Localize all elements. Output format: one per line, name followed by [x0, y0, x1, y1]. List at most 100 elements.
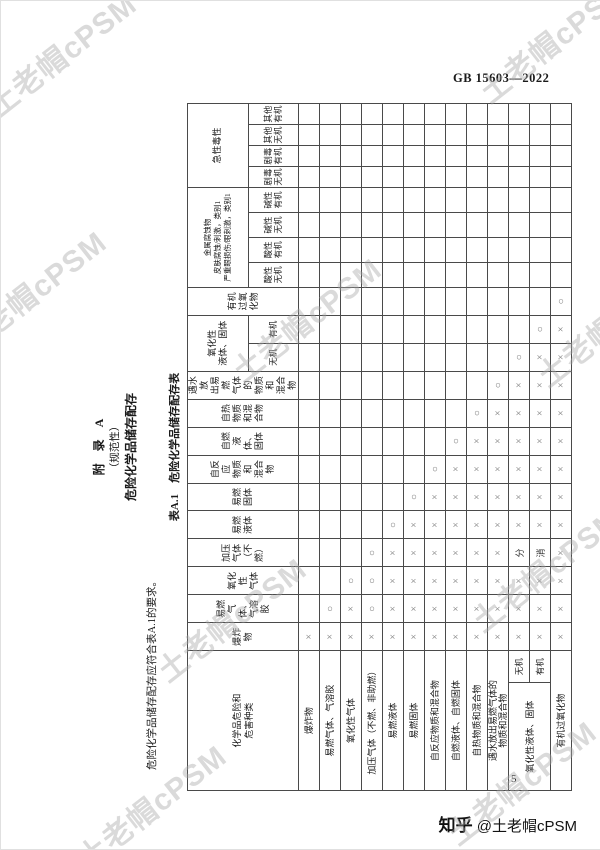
matrix-cell: [403, 371, 425, 400]
matrix-cell: [298, 237, 320, 263]
matrix-cell: [340, 483, 362, 511]
matrix-cell: ×: [508, 566, 530, 595]
table-row: 易燃液体 × × × × ○: [382, 103, 404, 791]
matrix-cell: [382, 287, 404, 316]
matrix-cell: [445, 145, 467, 167]
matrix-cell: [445, 187, 467, 213]
matrix-cell: ○: [361, 538, 383, 567]
matrix-cell: [340, 343, 362, 372]
rotated-content: 附 录 A （规范性） 危险化学品储存配存 危险化学品储存配存应符合表A.1的要…: [89, 57, 572, 799]
matrix-cell: ○: [529, 315, 551, 344]
sub-column-header: 有机: [248, 315, 299, 344]
matrix-cell: [361, 455, 383, 484]
credit-handle: @土老帽cPSM: [476, 818, 577, 835]
row-label: 易燃固体: [403, 650, 425, 791]
row-sub-label: 有机: [529, 650, 551, 683]
matrix-cell: ×: [466, 510, 488, 539]
matrix-cell: [298, 343, 320, 372]
matrix-cell: [382, 315, 404, 344]
matrix-cell: [403, 315, 425, 344]
matrix-cell: [319, 315, 341, 344]
matrix-cell: [424, 124, 446, 146]
matrix-cell: [529, 212, 551, 238]
matrix-cell: ×: [550, 594, 572, 623]
matrix-cell: [487, 315, 509, 344]
sub-column-header: 无机: [248, 343, 299, 372]
matrix-cell: [319, 566, 341, 595]
matrix-cell: ×: [487, 538, 509, 567]
matrix-cell: ×: [550, 315, 572, 344]
matrix-cell: [298, 538, 320, 567]
column-group-header: 急性毒性: [187, 103, 249, 188]
matrix-cell: [382, 427, 404, 456]
matrix-cell: ×: [466, 538, 488, 567]
matrix-cell: [361, 371, 383, 400]
matrix-cell: [340, 287, 362, 316]
row-label: 氧化性气体: [340, 650, 362, 791]
matrix-cell: 分: [508, 538, 530, 567]
matrix-cell: [487, 262, 509, 288]
table-row: 易燃气体、气溶胶 × ○: [319, 103, 341, 791]
matrix-cell: [340, 103, 362, 125]
matrix-cell: ×: [529, 399, 551, 428]
matrix-cell: ×: [424, 483, 446, 511]
matrix-cell: [424, 103, 446, 125]
matrix-cell: [403, 145, 425, 167]
matrix-cell: [319, 103, 341, 125]
matrix-cell: [382, 187, 404, 213]
credit-brand: 知乎: [438, 816, 473, 835]
matrix-cell: [487, 287, 509, 316]
matrix-cell: [319, 145, 341, 167]
matrix-cell: ×: [550, 343, 572, 372]
matrix-cell: [340, 455, 362, 484]
matrix-cell: [319, 124, 341, 146]
matrix-cell: ×: [445, 510, 467, 539]
matrix-cell: ○: [445, 427, 467, 456]
matrix-cell: ×: [382, 594, 404, 623]
matrix-cell: [361, 510, 383, 539]
matrix-cell: ×: [445, 455, 467, 484]
matrix-cell: [403, 212, 425, 238]
matrix-cell: ×: [529, 510, 551, 539]
matrix-cell: ×: [487, 594, 509, 623]
sub-column-header: 其他 无机: [248, 124, 299, 146]
matrix-cell: [298, 315, 320, 344]
matrix-cell: [466, 315, 488, 344]
matrix-cell: [529, 262, 551, 288]
matrix-cell: [529, 103, 551, 125]
matrix-cell: [403, 166, 425, 188]
matrix-cell: ×: [529, 594, 551, 623]
matrix-cell: ×: [424, 594, 446, 623]
matrix-cell: [550, 166, 572, 188]
matrix-cell: [466, 371, 488, 400]
matrix-cell: [487, 343, 509, 372]
matrix-cell: [445, 343, 467, 372]
page-number: 5: [511, 773, 517, 785]
column-header: 自燃 液体、 固体: [187, 427, 299, 456]
matrix-cell: [529, 287, 551, 316]
matrix-cell: [340, 510, 362, 539]
matrix-cell: [319, 166, 341, 188]
sub-column-header: 剧毒 有机: [248, 145, 299, 167]
matrix-cell: [424, 343, 446, 372]
matrix-cell: ×: [487, 510, 509, 539]
column-header: 有机 过氧 化物: [187, 287, 299, 316]
matrix-cell: [550, 124, 572, 146]
matrix-cell: ×: [382, 538, 404, 567]
matrix-cell: ×: [508, 399, 530, 428]
matrix-cell: [382, 371, 404, 400]
sub-column-header: 酸性 无机: [248, 262, 299, 288]
matrix-cell: [424, 287, 446, 316]
row-label: 爆炸物: [298, 650, 320, 791]
column-header: 遇水放 出易燃 气体的 物质和 混合物: [187, 371, 299, 400]
matrix-cell: [508, 212, 530, 238]
matrix-cell: [361, 343, 383, 372]
matrix-cell: [466, 262, 488, 288]
matrix-cell: [382, 399, 404, 428]
matrix-cell: [487, 187, 509, 213]
matrix-cell: ×: [466, 483, 488, 511]
matrix-cell: ×: [487, 566, 509, 595]
matrix-cell: ×: [508, 510, 530, 539]
matrix-cell: [361, 483, 383, 511]
matrix-cell: [382, 212, 404, 238]
